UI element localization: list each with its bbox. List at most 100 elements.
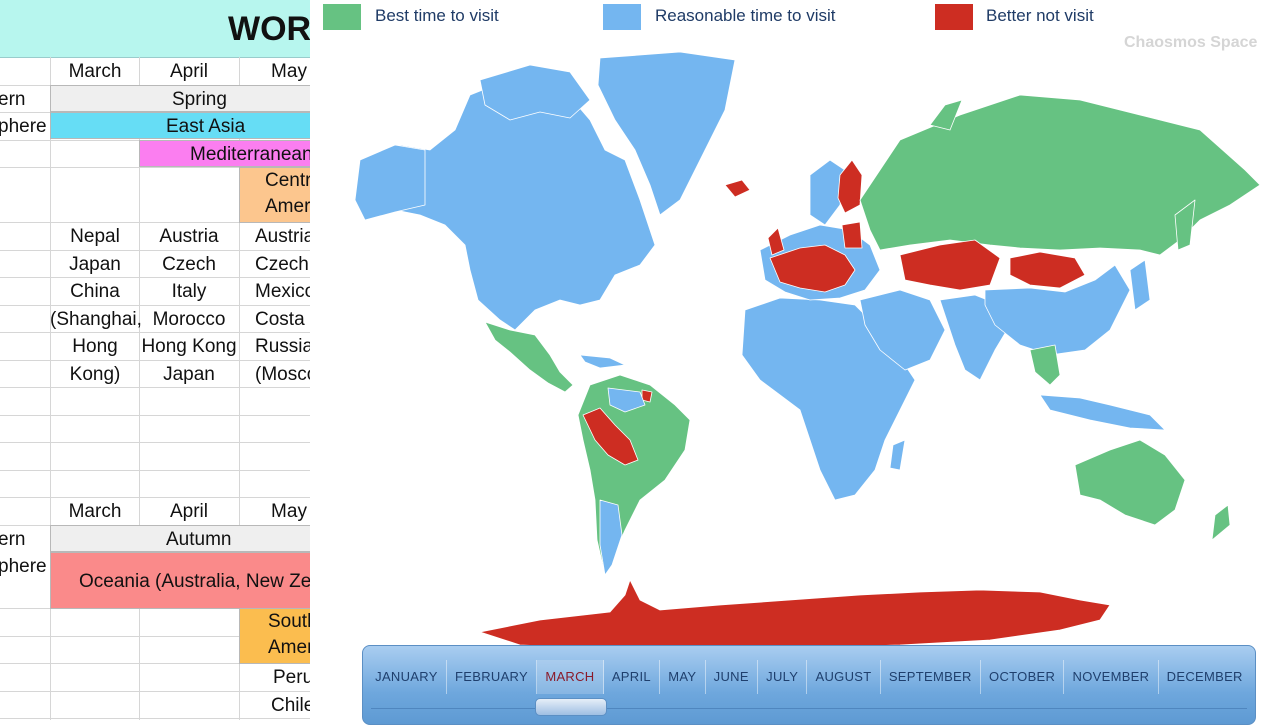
region-finland (837, 159, 863, 214)
month-tab-december[interactable]: DECEMBER (1166, 669, 1243, 684)
country-cell: Austria (159, 226, 219, 247)
country-cell: Mexico (255, 281, 310, 302)
legend-label-best: Best time to visit (375, 6, 499, 25)
grid-line (0, 663, 310, 664)
grid-line (0, 222, 310, 223)
grid-line (0, 277, 310, 278)
country-cell: Hong Kong (141, 336, 237, 357)
month-tabs: JANUARY FEBRUARY MARCH APRIL MAY JUNE JU… (367, 660, 1251, 694)
region-venezuela (607, 387, 646, 413)
grid-line (0, 387, 310, 388)
month-header: March (68, 501, 122, 522)
month-tab-july[interactable]: JULY (758, 660, 808, 694)
band-central-america-line: Centra (265, 170, 310, 191)
region-alaska (354, 144, 426, 221)
month-tab-march[interactable]: MARCH (537, 660, 604, 694)
month-tab-september[interactable]: SEPTEMBER (881, 660, 981, 694)
grid-line (0, 718, 310, 719)
region-arctic-islands (479, 64, 591, 121)
grid-line (0, 415, 310, 416)
grid-line (0, 497, 310, 498)
month-tab-june[interactable]: JUNE (706, 660, 758, 694)
season-band-autumn: Autumn (50, 525, 310, 552)
month-tab-january[interactable]: JANUARY (367, 660, 447, 694)
grid-line (239, 57, 240, 720)
region-madagascar (889, 439, 906, 471)
grid-line (50, 57, 51, 720)
grid-line (0, 691, 310, 692)
country-cell: China (70, 281, 120, 302)
sheet-title: WORL (228, 10, 310, 48)
band-central-america-line: Americ (265, 196, 310, 217)
itinerary-spreadsheet: WORL March April May ern phere Spring Ea… (0, 0, 310, 720)
watermark: Chaosmos Space (1124, 34, 1258, 51)
country-cell: Costa Ri (255, 309, 310, 330)
country-cell: Austria (255, 226, 310, 247)
region-greenland (597, 51, 736, 216)
region-indonesia (1039, 394, 1166, 431)
region-japan (1129, 259, 1151, 311)
country-cell: Kong) (69, 364, 121, 385)
grid-line (0, 332, 310, 333)
month-header: May (271, 501, 307, 522)
country-cell: Czech (255, 254, 309, 275)
hemisphere-label: ern (0, 89, 26, 110)
band-east-asia: East Asia (50, 112, 310, 139)
legend-label-reasonable: Reasonable time to visit (655, 6, 836, 25)
month-tab-november[interactable]: NOVEMBER (1064, 660, 1159, 694)
region-mongolia (1009, 251, 1086, 289)
grid-line (139, 57, 140, 720)
region-caribbean (579, 354, 626, 369)
month-tab-may[interactable]: MAY (660, 660, 706, 694)
hemisphere-label: phere (0, 116, 47, 137)
band-oceania: Oceania (Australia, New Zealand) (50, 552, 310, 609)
country-cell: Peru (273, 667, 310, 688)
month-header: May (271, 61, 307, 82)
month-tab-august[interactable]: AUGUST (807, 660, 881, 694)
country-cell: Japan (163, 364, 215, 385)
region-central-europe (769, 244, 856, 293)
country-cell: Italy (171, 281, 207, 302)
region-new-zealand (1211, 504, 1231, 541)
month-header: April (169, 61, 208, 82)
grid-line (0, 305, 310, 306)
month-timeline: JANUARY FEBRUARY MARCH APRIL MAY JUNE JU… (362, 645, 1256, 725)
grid-line (0, 250, 310, 251)
country-cell: Hong (72, 336, 118, 357)
region-kamchatka (1174, 199, 1196, 251)
world-map (354, 51, 1261, 650)
country-cell: Czech (162, 254, 216, 275)
month-tab-april[interactable]: APRIL (604, 660, 661, 694)
hemisphere-label: ern (0, 529, 26, 550)
hemisphere-label: phere (0, 556, 47, 577)
timeline-track (371, 708, 1247, 709)
region-middle-east (859, 289, 946, 371)
grid-line (0, 167, 310, 168)
legend-label-avoid: Better not visit (986, 6, 1094, 25)
timeline-slider-handle[interactable] (535, 698, 607, 716)
region-australia (1074, 439, 1186, 526)
region-southern-cone (599, 499, 623, 576)
region-kazakhstan (899, 239, 1001, 291)
region-mexico (484, 321, 574, 393)
region-africa (741, 297, 916, 501)
region-se-asia (1029, 344, 1061, 386)
month-header: March (68, 61, 122, 82)
region-iceland (724, 179, 751, 198)
sheet-title-bar: WORL (0, 0, 310, 58)
month-tab-october[interactable]: OCTOBER (981, 660, 1065, 694)
country-cell: Morocco (152, 309, 226, 330)
legend-swatch-reasonable (603, 4, 641, 30)
month-header: April (169, 501, 208, 522)
country-cell: (Shanghai, (50, 309, 142, 330)
region-china (984, 264, 1131, 356)
band-central-america: Centra Americ (239, 167, 310, 223)
band-south-america: South Americ (239, 608, 310, 664)
month-tab-february[interactable]: FEBRUARY (447, 660, 538, 694)
region-scandinavia (809, 159, 846, 226)
band-south-america-line: South (268, 611, 310, 632)
legend-swatch-avoid (935, 4, 973, 30)
country-cell: Russia (255, 336, 310, 357)
grid-line (0, 360, 310, 361)
band-mediterranean: Mediterranean Se (139, 140, 310, 167)
